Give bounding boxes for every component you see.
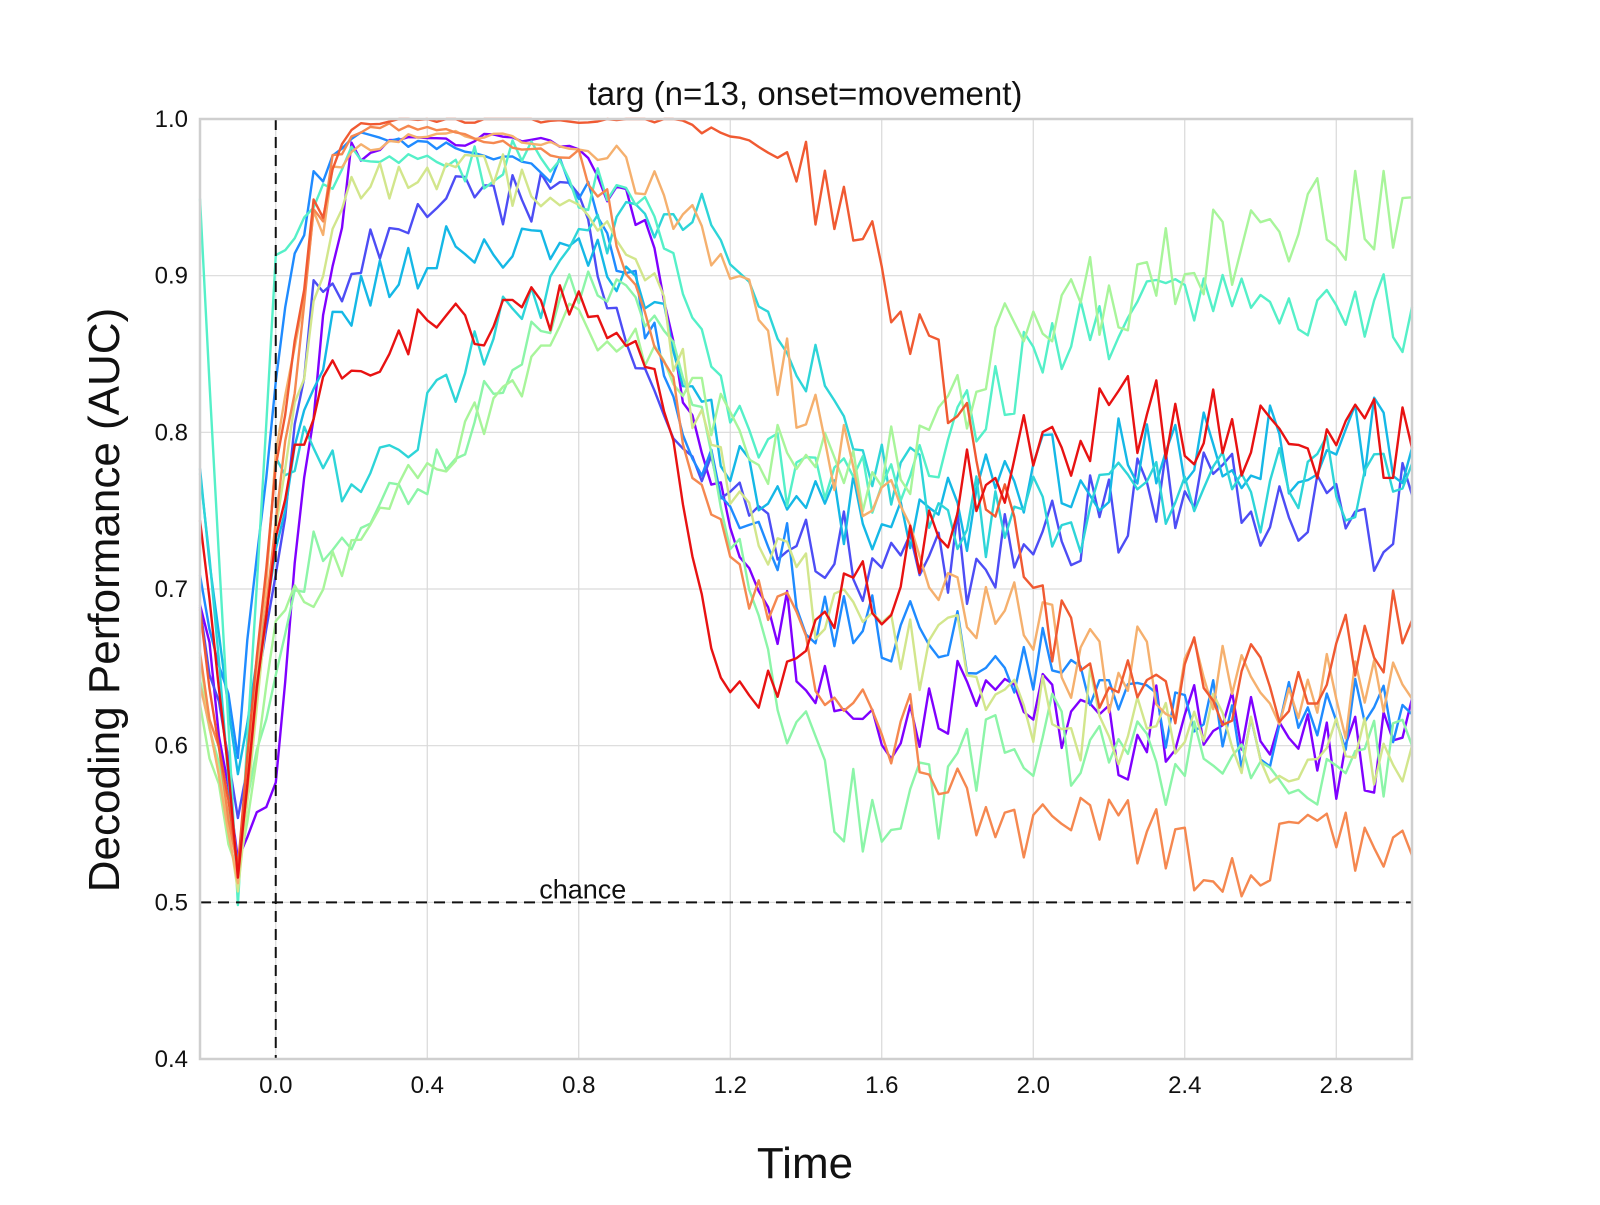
series-line (198, 129, 1413, 885)
series-line (198, 132, 1414, 861)
x-tick-label: 0.0 (259, 1072, 292, 1099)
series-line (198, 153, 1414, 893)
y-axis-label: Decoding Performance (AUC) (80, 308, 129, 892)
series-lines (198, 117, 1414, 907)
x-tick-label: 1.6 (865, 1072, 898, 1099)
y-tick-label: 0.6 (155, 733, 188, 760)
series-line (198, 225, 1414, 776)
y-tick-label: 1.0 (155, 106, 188, 133)
x-tick-label: 2.8 (1320, 1072, 1353, 1099)
y-tick-label: 0.4 (155, 1046, 188, 1073)
y-tick-label: 0.8 (155, 419, 188, 446)
series-line (198, 270, 1414, 868)
y-tick-label: 0.5 (155, 889, 188, 916)
reference-lines: chance (200, 119, 1412, 1059)
x-tick-label: 0.4 (411, 1072, 444, 1099)
series-line (198, 172, 1414, 820)
x-tick-label: 0.8 (562, 1072, 595, 1099)
chart-title: targ (n=13, onset=movement) (588, 75, 1023, 112)
x-tick-label: 2.4 (1168, 1072, 1201, 1099)
series-line (198, 284, 1414, 879)
series-line (198, 131, 1413, 770)
y-tick-label: 0.7 (155, 576, 188, 603)
series-line (198, 122, 1414, 898)
x-tick-label: 2.0 (1017, 1072, 1050, 1099)
grid-lines (200, 118, 1412, 1060)
x-axis-label: Time (757, 1139, 853, 1188)
series-line (198, 192, 1414, 872)
series-line (198, 139, 1414, 907)
x-tick-label: 1.2 (714, 1072, 747, 1099)
chance-label: chance (539, 874, 626, 904)
tick-labels: 0.0 0.4 0.8 1.2 1.6 2.0 2.4 2.8 0.4 0.5 0.6 0.7 0.8 0… (155, 106, 1353, 1099)
plot-frame (198, 117, 1414, 1061)
y-tick-label: 0.9 (155, 263, 188, 290)
plot-frame-border (198, 117, 1414, 1061)
series-line (198, 169, 1413, 874)
series-line (198, 117, 1414, 870)
